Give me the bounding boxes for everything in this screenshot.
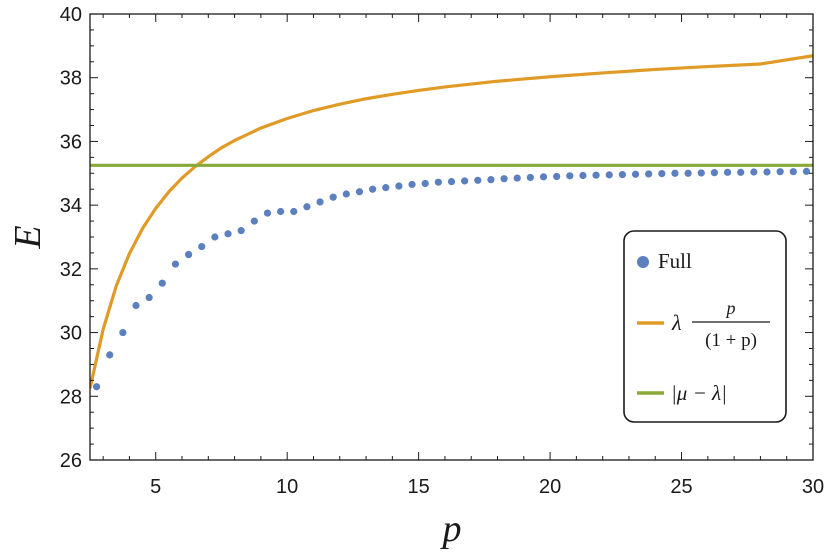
data-point	[145, 293, 153, 302]
legend-curve-prefix: λ	[671, 310, 682, 335]
x-axis-title: p	[440, 508, 462, 550]
y-tick-label: 32	[60, 259, 82, 281]
legend-full-label: Full	[658, 249, 692, 273]
data-point	[408, 180, 416, 189]
x-tick-label: 15	[408, 476, 430, 498]
x-tick-label: 30	[802, 476, 824, 498]
data-point	[618, 170, 626, 179]
y-axis-title: E	[7, 225, 49, 249]
y-tick-label: 28	[60, 386, 82, 408]
data-point	[539, 173, 548, 181]
data-point	[763, 168, 771, 176]
data-point	[671, 169, 679, 177]
data-point	[802, 167, 811, 175]
legend-full-marker	[637, 256, 649, 268]
x-tick-label: 10	[276, 476, 298, 498]
data-point	[500, 175, 508, 183]
data-point	[263, 209, 272, 217]
data-point	[553, 172, 561, 181]
series-1-line	[90, 54, 813, 389]
data-point	[645, 170, 653, 178]
data-point	[198, 242, 206, 251]
legend-curve-denominator: (1 + p)	[705, 330, 757, 351]
data-point	[723, 168, 732, 176]
data-point	[474, 176, 482, 184]
data-point	[526, 173, 534, 182]
data-point	[631, 170, 640, 178]
y-tick-label: 34	[60, 195, 82, 217]
data-point	[592, 171, 600, 179]
data-point	[658, 170, 666, 178]
data-point	[710, 169, 719, 177]
data-point	[303, 203, 311, 211]
data-point	[737, 168, 745, 176]
data-point	[158, 279, 166, 287]
y-tick-label: 26	[60, 450, 82, 472]
data-point	[355, 188, 364, 196]
data-point	[421, 179, 429, 188]
data-point	[487, 176, 495, 184]
data-point	[224, 230, 232, 238]
data-point	[447, 177, 456, 186]
y-tick-label: 40	[60, 4, 82, 26]
data-point	[119, 328, 127, 337]
data-point	[329, 193, 337, 201]
data-point	[395, 182, 403, 190]
legend-const-label: |μ − λ|	[671, 381, 727, 405]
data-point	[776, 168, 784, 176]
data-point	[342, 190, 350, 198]
data-point	[750, 168, 758, 176]
data-point	[684, 169, 692, 177]
data-point	[106, 351, 114, 359]
data-point	[132, 301, 140, 310]
axis-ticks: 5 10 15 20 25 30 26 28 30 32 34 36 38 40	[60, 4, 824, 498]
data-point	[461, 177, 469, 185]
legend-box	[623, 230, 787, 423]
data-point	[789, 168, 797, 176]
data-point	[579, 171, 587, 180]
y-tick-label: 36	[60, 131, 82, 153]
x-tick-label: 5	[150, 476, 161, 498]
x-tick-label: 25	[670, 476, 692, 498]
data-point	[171, 260, 180, 268]
data-point	[434, 178, 442, 186]
data-point	[211, 233, 219, 241]
data-point	[92, 383, 101, 391]
data-point	[184, 250, 193, 259]
y-tick-label: 38	[60, 68, 82, 90]
data-point	[697, 169, 705, 177]
data-point	[369, 185, 377, 193]
y-tick-label: 30	[60, 323, 82, 345]
data-point	[566, 172, 574, 180]
data-point	[237, 227, 245, 235]
data-point	[290, 207, 298, 216]
data-point	[277, 207, 285, 216]
plot-marks	[90, 54, 813, 391]
data-point	[316, 198, 324, 206]
data-point	[382, 184, 390, 192]
data-point	[250, 217, 258, 225]
legend-curve-numerator: p	[725, 298, 736, 318]
data-point	[513, 174, 521, 182]
x-tick-label: 20	[539, 476, 561, 498]
legend: Full λ p (1 + p) |μ − λ|	[623, 230, 787, 423]
data-point	[605, 171, 613, 179]
